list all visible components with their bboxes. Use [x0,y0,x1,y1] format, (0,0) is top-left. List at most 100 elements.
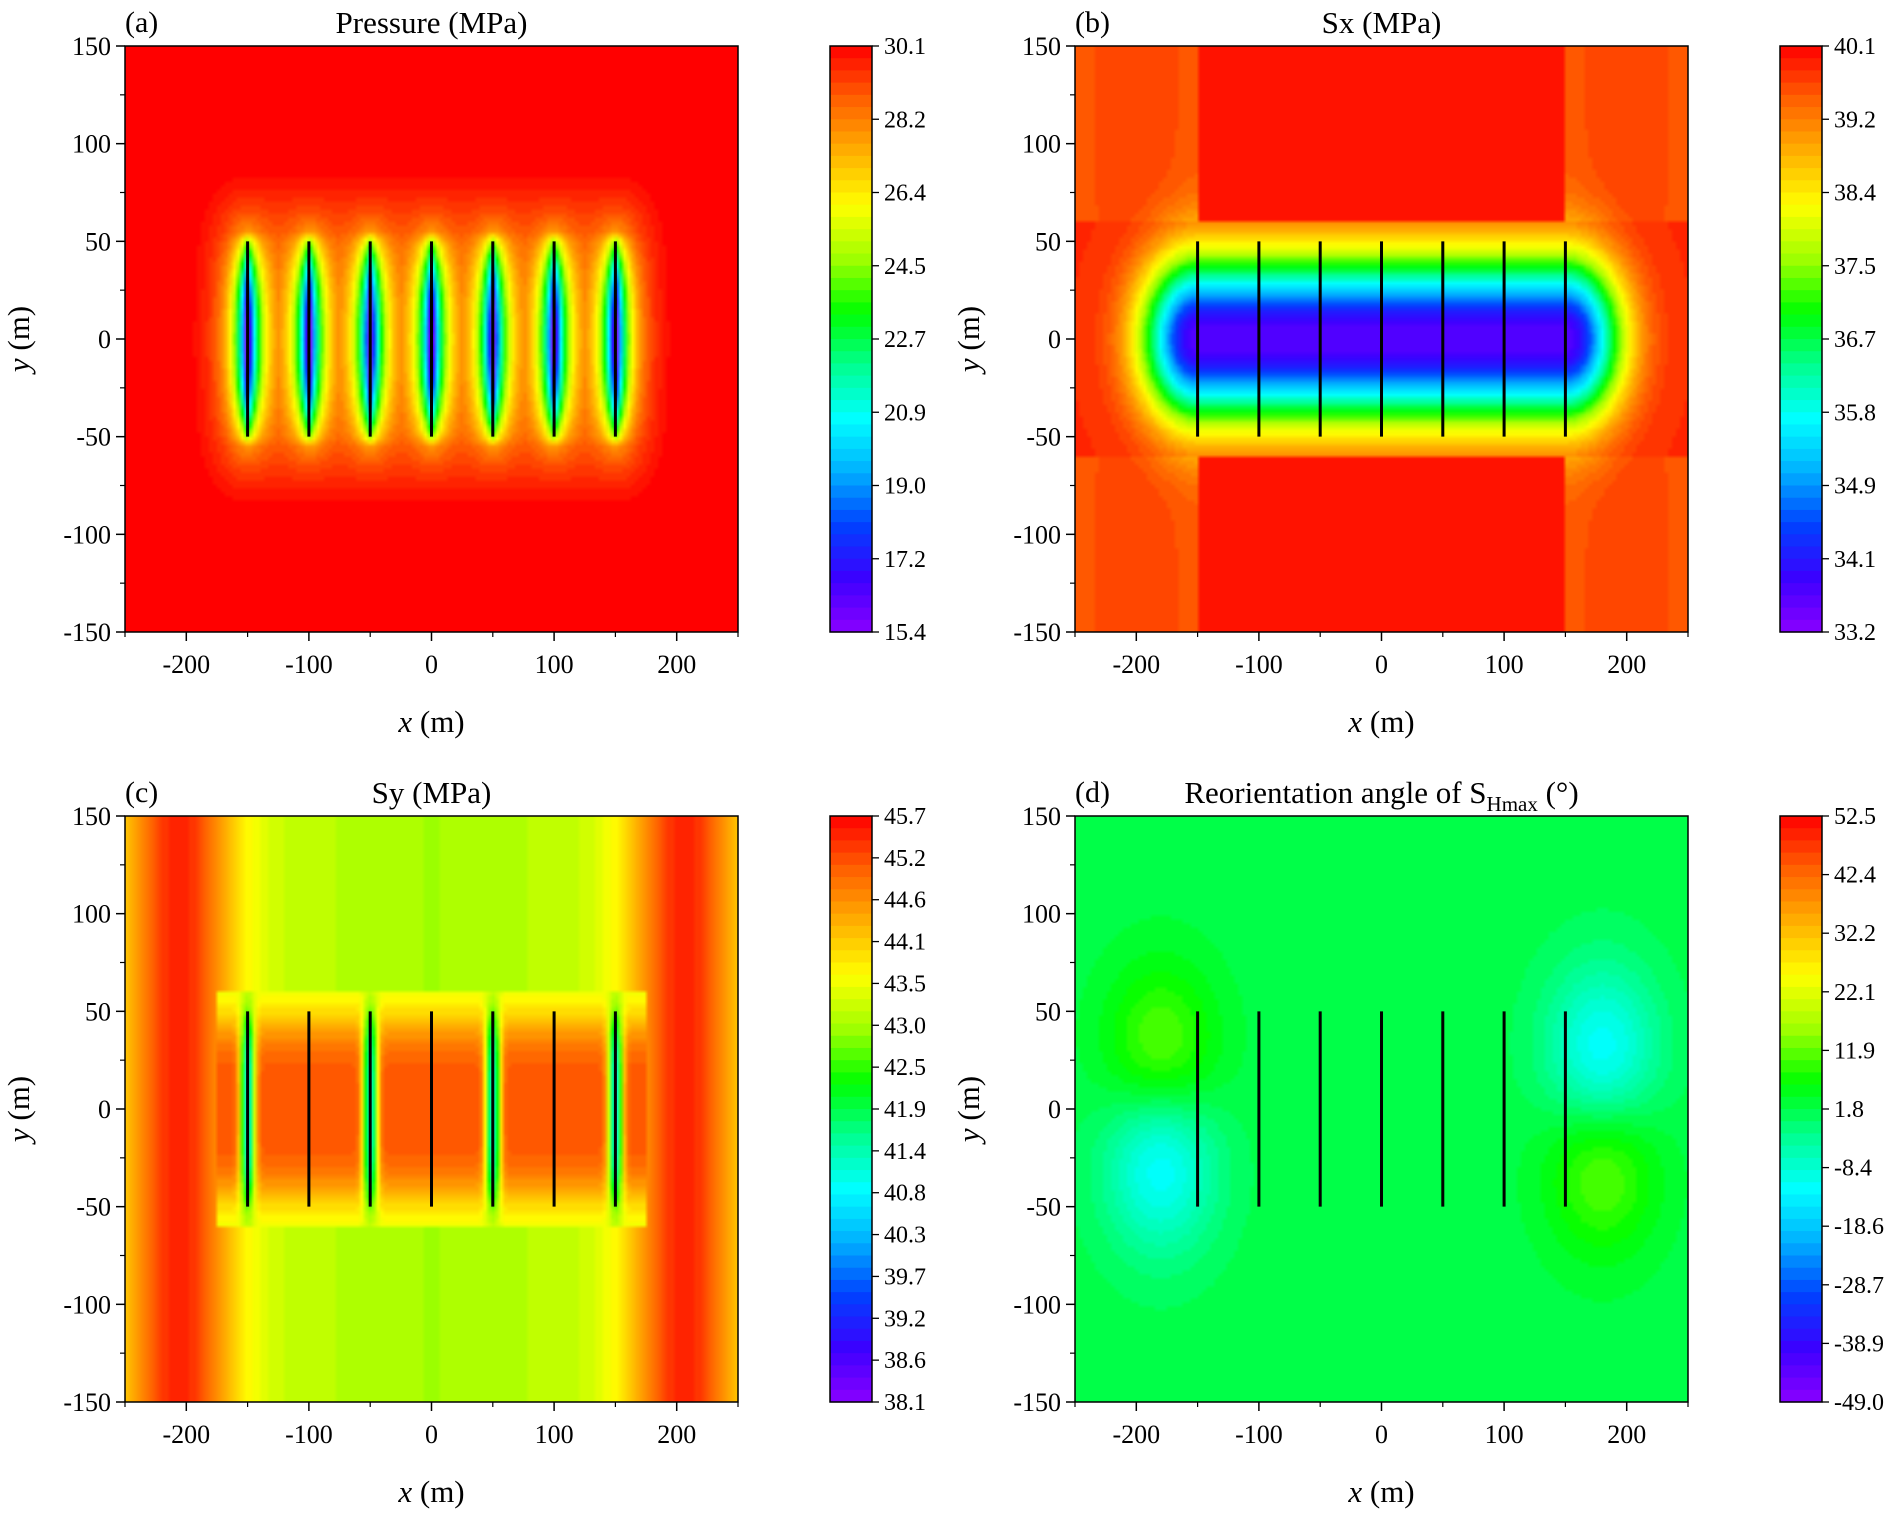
y-axis-var: y [951,1128,986,1145]
chart-title-main: Pressure (MPa) [336,5,528,40]
x-axis-unit: (m) [412,704,465,739]
colorbar-band [1780,387,1822,401]
y-tick-label: -100 [63,1290,111,1319]
colorbar-band [1780,999,1822,1012]
colorbar-band [1780,938,1822,951]
colorbar-band [1780,840,1822,854]
colorbar-label: 32.2 [1834,921,1876,947]
colorbar-band [1780,595,1822,609]
colorbar-band [1780,46,1822,59]
y-tick-label: 150 [1022,32,1061,61]
colorbar-band [830,619,872,633]
y-tick-label: 150 [1022,802,1061,831]
colorbar-band [1780,1145,1822,1159]
colorbar-band [1780,1340,1822,1354]
colorbar-band [830,351,872,365]
colorbar-band [830,1157,872,1171]
y-axis-unit: (m) [1,1076,36,1129]
x-axis-unit: (m) [1362,1474,1415,1509]
colorbar-band [830,387,872,401]
x-tick-label: 200 [657,650,696,679]
chart-title: Sy (MPa) [372,775,492,810]
colorbar-band [1780,1157,1822,1171]
x-tick-label: -100 [285,650,333,679]
y-tick-label: -150 [1013,1388,1061,1417]
colorbar-band [1780,363,1822,377]
colorbar-band [830,522,872,535]
colorbar-band [1780,180,1822,194]
y-tick-label: -50 [1026,1193,1061,1222]
colorbar-band [1780,253,1822,267]
colorbar-band [830,448,872,462]
x-tick-label: -100 [1235,1420,1283,1449]
colorbar-band [1780,94,1822,108]
colorbar-band [1780,828,1822,842]
colorbar-band [830,46,872,59]
x-tick-label: 200 [1607,650,1646,679]
colorbar-band [830,424,872,438]
colorbar-band [1780,277,1822,291]
colorbar-band [830,1011,872,1025]
colorbar-band [1780,204,1822,218]
colorbar-band [830,1194,872,1208]
colorbar-band [830,840,872,854]
colorbar-band [830,925,872,939]
colorbar-band [830,436,872,450]
colorbar-band [1780,852,1822,866]
colorbar-band [830,816,872,829]
colorbar-label: 44.1 [884,930,926,956]
colorbar-band [1780,1353,1822,1366]
colorbar-label: 26.4 [884,181,926,207]
colorbar-band [830,58,872,72]
colorbar-label: 37.5 [1834,254,1876,280]
colorbar: 45.7 45.2 44.6 44.1 43.5 43.0 42.5 41.9 41.4 40.8… [829,804,926,1416]
colorbar-band [830,363,872,377]
y-axis-var: y [951,358,986,375]
colorbar-label: 28.2 [884,107,926,133]
y-tick-label: -50 [76,1193,111,1222]
colorbar-label: 40.1 [1834,34,1876,60]
colorbar-band [1780,889,1822,903]
colorbar-band [1780,1121,1822,1135]
panel-a: -200 -100 0 100 200 150 100 50 0 -50 -100 -150 x (m)… [1,5,926,739]
y-axis-var: y [1,1128,36,1145]
colorbar-band [830,1292,872,1305]
colorbar-band [1780,1096,1822,1110]
y-tick-label: -150 [1013,618,1061,647]
colorbar: 40.1 39.2 38.4 37.5 36.7 35.8 34.9 34.1 33.2 [1779,34,1876,646]
colorbar-band [830,180,872,194]
colorbar-label: -38.9 [1834,1331,1884,1357]
colorbar-band [830,1121,872,1135]
chart-title-subscript: Hmax [1487,792,1539,816]
colorbar-band [830,546,872,560]
colorbar-band [830,1304,872,1318]
colorbar-band [830,986,872,1000]
colorbar-band [1780,265,1822,279]
y-tick-label: 150 [72,32,111,61]
x-axis-label: x (m) [397,1474,464,1509]
x-axis-unit: (m) [412,1474,465,1509]
colorbar-band [1780,1365,1822,1379]
colorbar-band [830,1109,872,1122]
colorbar-label: 24.5 [884,254,926,280]
colorbar-band [1780,913,1822,927]
colorbar-band [1780,962,1822,976]
colorbar-label: 30.1 [884,34,926,60]
y-tick-label: 100 [72,900,111,929]
colorbar-band [1780,1060,1822,1073]
colorbar-band [830,950,872,964]
panel-label: (b) [1075,6,1110,39]
colorbar-band [830,326,872,340]
y-axis-label: y (m) [1,1076,36,1145]
x-axis-var: x [1347,1474,1362,1509]
colorbar-band [830,253,872,267]
colorbar-band [830,595,872,609]
colorbar-band [830,570,872,584]
colorbar-band [1780,1267,1822,1281]
colorbar-band [830,94,872,108]
x-axis-var: x [397,704,412,739]
colorbar-band [830,1206,872,1220]
colorbar-band [830,1316,872,1330]
colorbar-band [830,1377,872,1391]
colorbar-band [1780,950,1822,964]
